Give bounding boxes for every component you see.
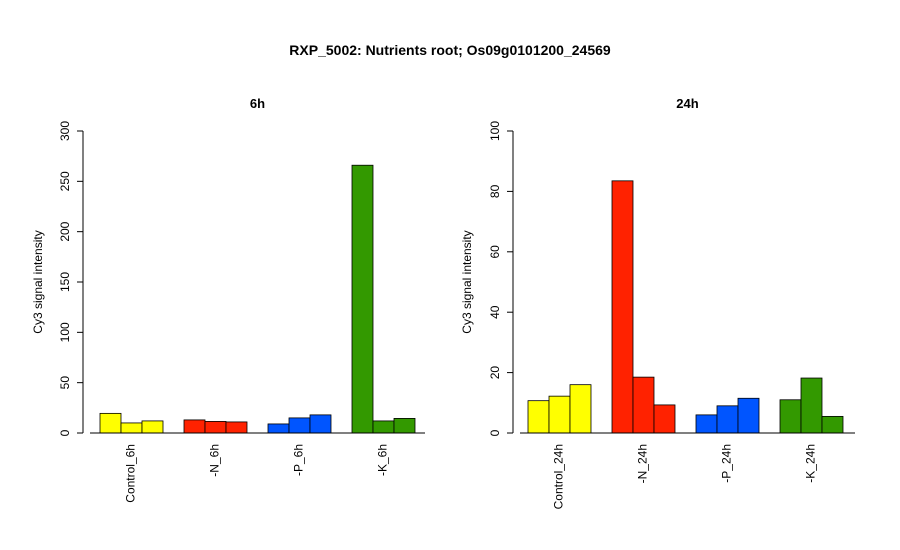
category-label: -N_24h (636, 444, 650, 483)
bar (351, 164, 374, 434)
y-tick-label: 0 (58, 429, 72, 436)
y-tick-label: 200 (58, 221, 72, 241)
bar (225, 421, 248, 434)
y-tick-label: 50 (58, 376, 72, 390)
y-tick-label: 150 (58, 272, 72, 292)
bar (393, 418, 416, 434)
y-tick-label: 0 (488, 429, 502, 436)
y-tick-label: 100 (58, 322, 72, 342)
bar (372, 420, 395, 434)
panel-title: 24h (676, 96, 698, 111)
bar (141, 420, 164, 434)
bar (632, 376, 655, 434)
y-tick-label: 20 (488, 366, 502, 380)
bar (695, 414, 718, 434)
bar (548, 395, 571, 434)
bar (569, 384, 592, 434)
bar (737, 397, 760, 434)
category-label: -N_6h (208, 444, 222, 477)
category-label: Control_24h (552, 444, 566, 509)
bar (611, 180, 634, 434)
bar (288, 417, 311, 434)
category-label: Control_6h (124, 444, 138, 503)
bar (779, 399, 802, 434)
bar (267, 423, 290, 434)
y-tick-label: 80 (488, 184, 502, 198)
bar (183, 419, 206, 434)
bar (99, 412, 122, 434)
bar (716, 405, 739, 434)
bar (204, 421, 227, 434)
chart-panel-6h: 6h 0 50 100 150 200 250 300 Cy3 signal intensity… (31, 96, 425, 503)
category-label: -P_6h (292, 444, 306, 476)
figure-title: RXP_5002: Nutrients root; Os09g0101200_2… (289, 42, 611, 58)
y-tick-label: 300 (58, 121, 72, 141)
y-tick-label: 100 (488, 121, 502, 141)
category-label: -P_24h (720, 444, 734, 483)
y-axis-label: Cy3 signal intensity (31, 230, 45, 333)
bar (800, 377, 823, 434)
bar (120, 422, 143, 434)
bar (821, 415, 844, 434)
y-tick-label: 60 (488, 245, 502, 259)
bar (527, 400, 550, 434)
y-axis-label: Cy3 signal intensity (460, 230, 474, 333)
category-label: -K_24h (804, 444, 818, 483)
bar (309, 414, 332, 434)
y-tick-label: 40 (488, 305, 502, 319)
y-tick-label: 250 (58, 171, 72, 191)
bar (653, 404, 676, 434)
category-label: -K_6h (376, 444, 390, 476)
chart-panel-24h: 24h 0 20 40 60 80 100 Cy3 signal intensity Contr… (460, 96, 855, 509)
panel-title: 6h (250, 96, 265, 111)
